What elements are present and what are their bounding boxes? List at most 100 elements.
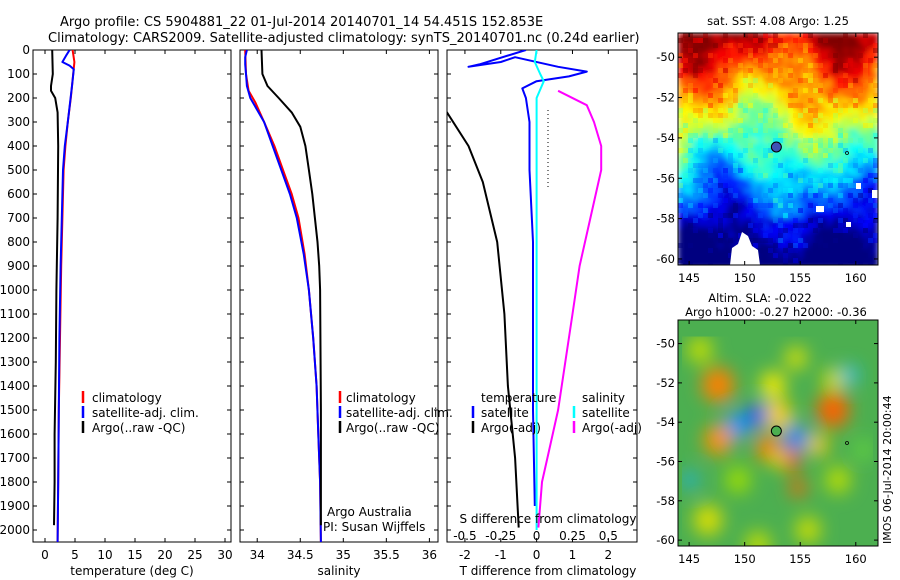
sst-map-gap xyxy=(856,183,861,189)
temperature-lines xyxy=(50,50,76,542)
t-difference-label: T difference from climatology xyxy=(459,564,637,578)
depth-tick-label: 900 xyxy=(7,259,30,273)
lon-tick-label: 145 xyxy=(678,552,700,566)
legend-label-argo: Argo(..raw -QC) xyxy=(346,421,439,435)
depth-tick-label: 300 xyxy=(7,115,30,129)
depth-tick-label: 0 xyxy=(22,43,30,57)
difference-x-ticks: -2 -1 0 1 2 xyxy=(459,50,612,562)
salinity-lines xyxy=(244,50,322,542)
lon-tick-label: 155 xyxy=(789,271,811,285)
lat-tick-label: -50 xyxy=(656,50,675,64)
legend-label-satellite: satellite-adj. clim. xyxy=(92,406,199,420)
depth-tick-label: 1900 xyxy=(0,499,30,513)
depth-tick-label: 1300 xyxy=(0,355,30,369)
x-tick-label: 35.5 xyxy=(373,548,400,562)
lon-tick-label: 160 xyxy=(845,552,867,566)
depth-tick-label: 1500 xyxy=(0,403,30,417)
x-tick-label: 15 xyxy=(127,548,142,562)
temperature-panel: 0100200300400500600700800900100011001200… xyxy=(0,43,233,578)
lon-tick-label: 150 xyxy=(734,271,756,285)
depth-tick-label: 1800 xyxy=(0,475,30,489)
s-tick-label: 0.25 xyxy=(559,529,586,543)
s-difference-label: S difference from climatology xyxy=(460,512,637,526)
lat-tick-label: -56 xyxy=(656,171,675,185)
legend-label-argo: Argo(..raw -QC) xyxy=(92,421,185,435)
legend-label-climatology: climatology xyxy=(346,391,416,405)
x-tick-label: 2 xyxy=(605,548,613,562)
lon-tick-label: 160 xyxy=(845,271,867,285)
x-tick-label: 1 xyxy=(569,548,577,562)
sst-map-gap xyxy=(816,206,824,212)
series-line-satellite xyxy=(467,50,588,507)
sst-map-title: sat. SST: 4.08 Argo: 1.25 xyxy=(707,14,849,28)
series-line-argo-adj- xyxy=(447,111,520,528)
x-tick-label: 5 xyxy=(71,548,79,562)
lat-tick-label: -58 xyxy=(656,212,675,226)
legend-salinity-header: salinity xyxy=(582,391,625,405)
depth-tick-label: 600 xyxy=(7,187,30,201)
annotation-argo-australia: Argo Australia xyxy=(327,505,412,519)
x-tick-label: 30 xyxy=(217,548,232,562)
series-line-satellite-adj-clim- xyxy=(244,50,322,542)
sst-argo-position-marker xyxy=(770,141,782,153)
difference-depth-ticks xyxy=(447,49,637,531)
s-difference-ticks: -0.5 -0.25 0 0.25 0.5 xyxy=(453,529,618,543)
legend-label-climatology: climatology xyxy=(92,391,162,405)
s-tick-label: 0.5 xyxy=(599,529,618,543)
depth-tick-label: 1600 xyxy=(0,427,30,441)
depth-tick-label: 1700 xyxy=(0,451,30,465)
lat-tick-label: -58 xyxy=(656,494,675,508)
annotation-pi: PI: Susan Wijffels xyxy=(323,520,425,534)
sst-map-panel: sat. SST: 4.08 Argo: 1.25 -50 -52 -54 -56 -5… xyxy=(656,14,879,285)
header-line2: Climatology: CARS2009. Satellite-adjuste… xyxy=(48,31,640,46)
x-tick-label: 34.5 xyxy=(287,548,314,562)
temperature-axes-box xyxy=(32,49,232,543)
sst-map-gap xyxy=(872,190,878,198)
series-line-argo-adj- xyxy=(537,89,603,528)
lat-tick-label: -50 xyxy=(656,337,675,351)
depth-tick-label: 1000 xyxy=(0,283,30,297)
x-tick-label: 25 xyxy=(187,548,202,562)
sla-map-island xyxy=(845,441,849,445)
lat-tick-label: -54 xyxy=(656,131,675,145)
salinity-x-ticks: 34 34.5 35 35.5 36 xyxy=(250,50,437,562)
sla-map-image xyxy=(678,320,878,546)
depth-tick-label: 200 xyxy=(7,91,30,105)
depth-tick-label: 700 xyxy=(7,211,30,225)
lon-tick-label: 155 xyxy=(789,552,811,566)
x-tick-label: 34 xyxy=(250,548,265,562)
lat-tick-label: -52 xyxy=(656,91,675,105)
sla-map-subtitle: Argo h1000: -0.27 h2000: -0.36 xyxy=(685,305,867,319)
sst-map-image xyxy=(678,33,878,265)
depth-ticks: 0 100 200 300 400 500 600 700 800 900 1000 1100 1200… xyxy=(0,43,231,537)
temperature-x-ticks: 0 5 10 15 20 25 30 xyxy=(41,50,233,562)
difference-lines xyxy=(447,50,603,530)
lat-tick-label: -54 xyxy=(656,415,675,429)
legend-label-s-satellite: satellite xyxy=(582,406,630,420)
x-tick-label: 35 xyxy=(336,548,351,562)
sst-map-gap xyxy=(846,222,851,227)
salinity-legend: climatology satellite-adj. clim. Argo(..… xyxy=(338,391,453,435)
s-tick-label: 0 xyxy=(533,529,541,543)
difference-panel: -2 -1 0 1 2 -0.5 -0.25 0 0.25 0.5 temperature sa… xyxy=(446,49,642,578)
sst-map-island xyxy=(845,151,849,155)
salinity-x-label: salinity xyxy=(317,564,360,578)
depth-tick-label: 1100 xyxy=(0,307,30,321)
sst-map-land-mask xyxy=(730,232,760,265)
x-tick-label: 10 xyxy=(97,548,112,562)
x-tick-label: -1 xyxy=(495,548,507,562)
legend-label-t-satellite: satellite xyxy=(481,406,529,420)
depth-tick-label: 1200 xyxy=(0,331,30,345)
series-line-argo-raw-qc- xyxy=(260,50,322,526)
legend-label-t-argo: Argo(-adj) xyxy=(481,421,541,435)
imos-timestamp-label: IMOS 06-Jul-2014 20:00:44 xyxy=(881,395,894,544)
depth-tick-label: 500 xyxy=(7,163,30,177)
lat-tick-label: -52 xyxy=(656,376,675,390)
x-tick-label: 0 xyxy=(41,548,49,562)
lat-tick-label: -60 xyxy=(656,533,675,547)
depth-tick-label: 400 xyxy=(7,139,30,153)
depth-tick-label: 100 xyxy=(7,67,30,81)
